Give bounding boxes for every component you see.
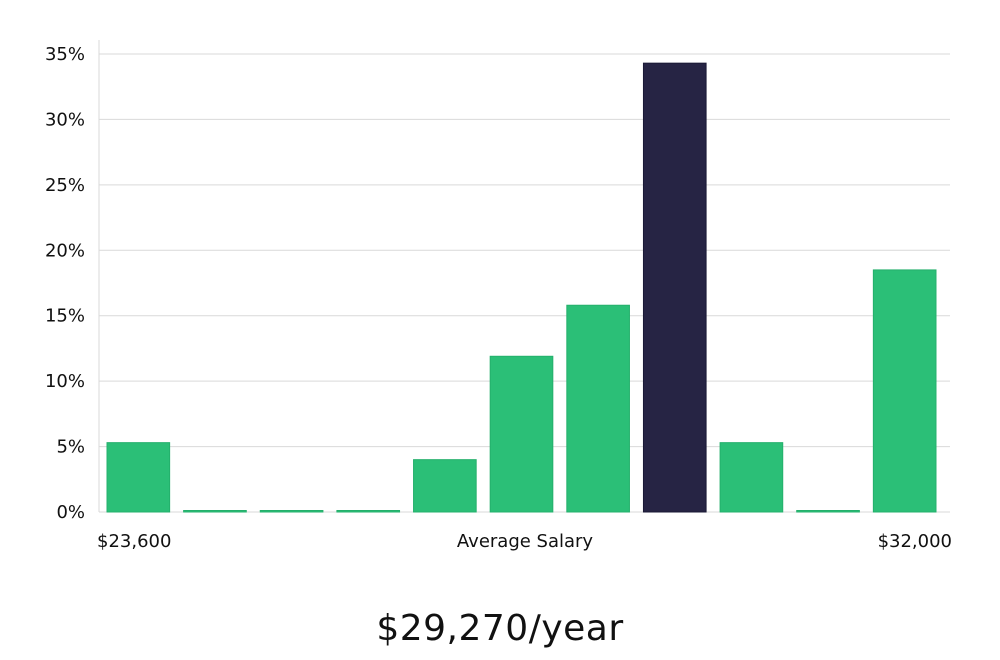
x-min-label: $23,600 [97, 531, 171, 552]
bar [489, 355, 554, 513]
x-axis-title: Average Salary [457, 531, 594, 552]
bar [336, 510, 401, 513]
y-tick-label: 35% [45, 44, 85, 65]
x-max-label: $32,000 [878, 531, 952, 552]
bar [106, 442, 171, 513]
y-tick-label: 25% [45, 175, 85, 196]
bar [872, 269, 937, 513]
y-tick-label: 10% [45, 371, 85, 392]
y-tick-label: 0% [56, 502, 85, 523]
bar [796, 510, 860, 513]
y-tick-label: 20% [45, 240, 85, 261]
bar [566, 304, 630, 513]
bar [413, 459, 477, 513]
y-tick-label: 15% [45, 306, 85, 327]
y-tick-label: 30% [45, 109, 85, 130]
bar [719, 442, 784, 513]
bar-highlighted [642, 62, 707, 513]
bar [259, 510, 324, 513]
bars [106, 62, 937, 513]
y-tick-label: 5% [56, 437, 85, 458]
salary-histogram: 0% 5% 10% 15% 20% 25% 30% 35% $23,600 Average S… [45, 40, 952, 552]
bar [183, 510, 247, 513]
y-axis-tick-labels: 0% 5% 10% 15% 20% 25% 30% 35% [45, 44, 85, 523]
average-salary-value: $29,270/year [376, 608, 624, 649]
